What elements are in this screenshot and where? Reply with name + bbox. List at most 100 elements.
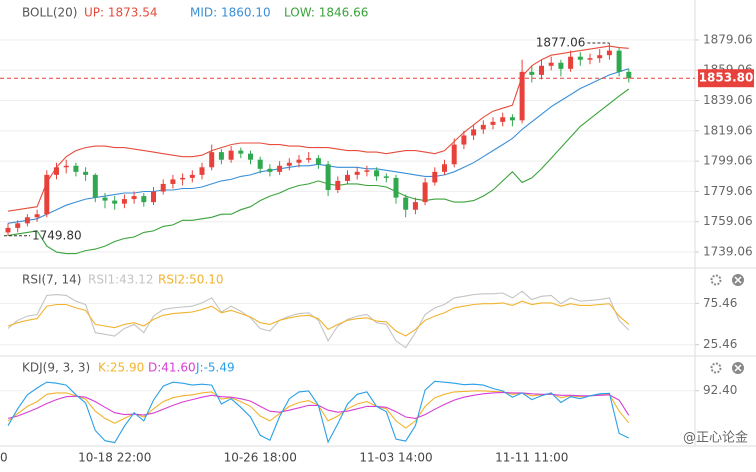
legend-entry: LOW: 1846.66 xyxy=(284,6,368,20)
candle-body xyxy=(422,182,428,203)
y-tick-label: 92.40 xyxy=(703,383,737,397)
x-tick-label: 11-11 11:00 xyxy=(495,451,568,465)
x-tick-label: 10-18 22:00 xyxy=(78,451,151,465)
indicator-line xyxy=(7,300,630,337)
candle-body xyxy=(597,55,603,59)
candle-body xyxy=(257,159,263,169)
y-tick-label: 25.46 xyxy=(703,337,737,351)
candle-body xyxy=(606,50,612,56)
candle-body xyxy=(180,177,186,180)
candle-body xyxy=(189,174,195,178)
candle-body xyxy=(34,214,40,218)
gear-icon[interactable] xyxy=(710,274,722,286)
last-price-box xyxy=(698,69,754,88)
candle-body xyxy=(335,180,341,191)
y-tick-label: 1759.06 xyxy=(703,214,753,228)
kdj-settings-icon[interactable] xyxy=(710,362,722,374)
candle-body xyxy=(393,177,399,198)
candle-body xyxy=(471,129,477,136)
candle-body xyxy=(112,200,118,204)
candle-body xyxy=(432,171,438,183)
candle-body xyxy=(141,196,147,203)
high-label: 1877.06 xyxy=(536,35,586,49)
candle-body xyxy=(354,171,360,175)
candle-body xyxy=(83,171,89,175)
candle-body xyxy=(442,164,447,172)
y-tick-label: 1839.06 xyxy=(703,93,753,107)
panel-title: RSI(7, 14) xyxy=(22,273,81,287)
candle-body xyxy=(519,71,525,121)
boll-band xyxy=(7,88,630,255)
y-tick-label: 1779.06 xyxy=(703,184,753,198)
candle-body xyxy=(277,165,283,172)
last-price-label: 1853.80 xyxy=(699,71,754,85)
candle-body xyxy=(267,168,273,172)
candle-body xyxy=(403,197,409,210)
legend-entry: J:-5.49 xyxy=(195,361,235,375)
candle-body xyxy=(24,217,30,224)
candle-body xyxy=(170,179,176,184)
candle-body xyxy=(500,117,506,122)
candle-body xyxy=(296,159,302,163)
candle-body xyxy=(461,135,467,145)
candle-body xyxy=(364,170,370,172)
candle-body xyxy=(412,202,418,210)
gear-icon[interactable] xyxy=(710,362,722,374)
legend-entry: K:25.90 xyxy=(98,361,144,375)
x-tick-label: 00 xyxy=(0,451,8,465)
y-tick-label: 1879.06 xyxy=(703,32,753,46)
candle-body xyxy=(558,62,564,69)
candle-body xyxy=(509,117,515,121)
candle-body xyxy=(577,56,583,60)
candle-body xyxy=(306,158,312,160)
indicator-line xyxy=(7,380,630,444)
candle-body xyxy=(286,162,292,166)
watermark: @正心论金 xyxy=(683,430,748,446)
kdj-close-icon[interactable] xyxy=(732,362,744,374)
candle-body xyxy=(345,174,350,181)
candle-body xyxy=(529,71,535,75)
candle-body xyxy=(548,62,554,66)
candle-body xyxy=(490,121,496,125)
candle-body xyxy=(131,196,137,200)
legend-entry: D:41.60 xyxy=(148,361,196,375)
candle-body xyxy=(568,56,574,69)
y-tick-label: 1739.06 xyxy=(703,245,753,259)
indicator-line xyxy=(7,290,630,349)
panel-title: BOLL(20) xyxy=(22,6,77,20)
candle-body xyxy=(315,158,321,165)
candle-body xyxy=(539,65,544,75)
low-label: 1749.80 xyxy=(32,228,82,242)
candle-body xyxy=(248,153,253,160)
legend-entry: RSI1:43.12 xyxy=(88,273,154,287)
candle-body xyxy=(218,152,224,160)
candle-body xyxy=(92,174,98,198)
candle-body xyxy=(451,144,457,165)
candle-body xyxy=(238,150,244,154)
candle-body xyxy=(44,174,50,215)
rsi-settings-icon[interactable] xyxy=(710,274,722,286)
candle-body xyxy=(480,124,486,130)
candle-body xyxy=(616,50,622,72)
candle-body xyxy=(383,176,389,178)
y-tick-label: 1819.06 xyxy=(703,123,753,137)
close-cross xyxy=(734,364,742,372)
candle-body xyxy=(54,167,59,175)
candle-body xyxy=(626,71,632,79)
y-tick-label: 75.46 xyxy=(703,296,737,310)
y-tick-label: 1799.06 xyxy=(703,154,753,168)
candle-body xyxy=(374,170,380,177)
candle-body xyxy=(587,58,593,60)
candle-body xyxy=(160,183,166,192)
rsi-close-icon[interactable] xyxy=(732,274,744,286)
candle-body xyxy=(102,197,108,201)
candle-body xyxy=(209,152,215,168)
candle-body xyxy=(121,199,127,204)
candle-body xyxy=(151,191,156,203)
candle-body xyxy=(63,165,69,168)
candle-body xyxy=(5,227,11,233)
legend-entry: MID: 1860.10 xyxy=(190,6,271,20)
panel-title: KDJ(9, 3, 3) xyxy=(22,361,90,375)
